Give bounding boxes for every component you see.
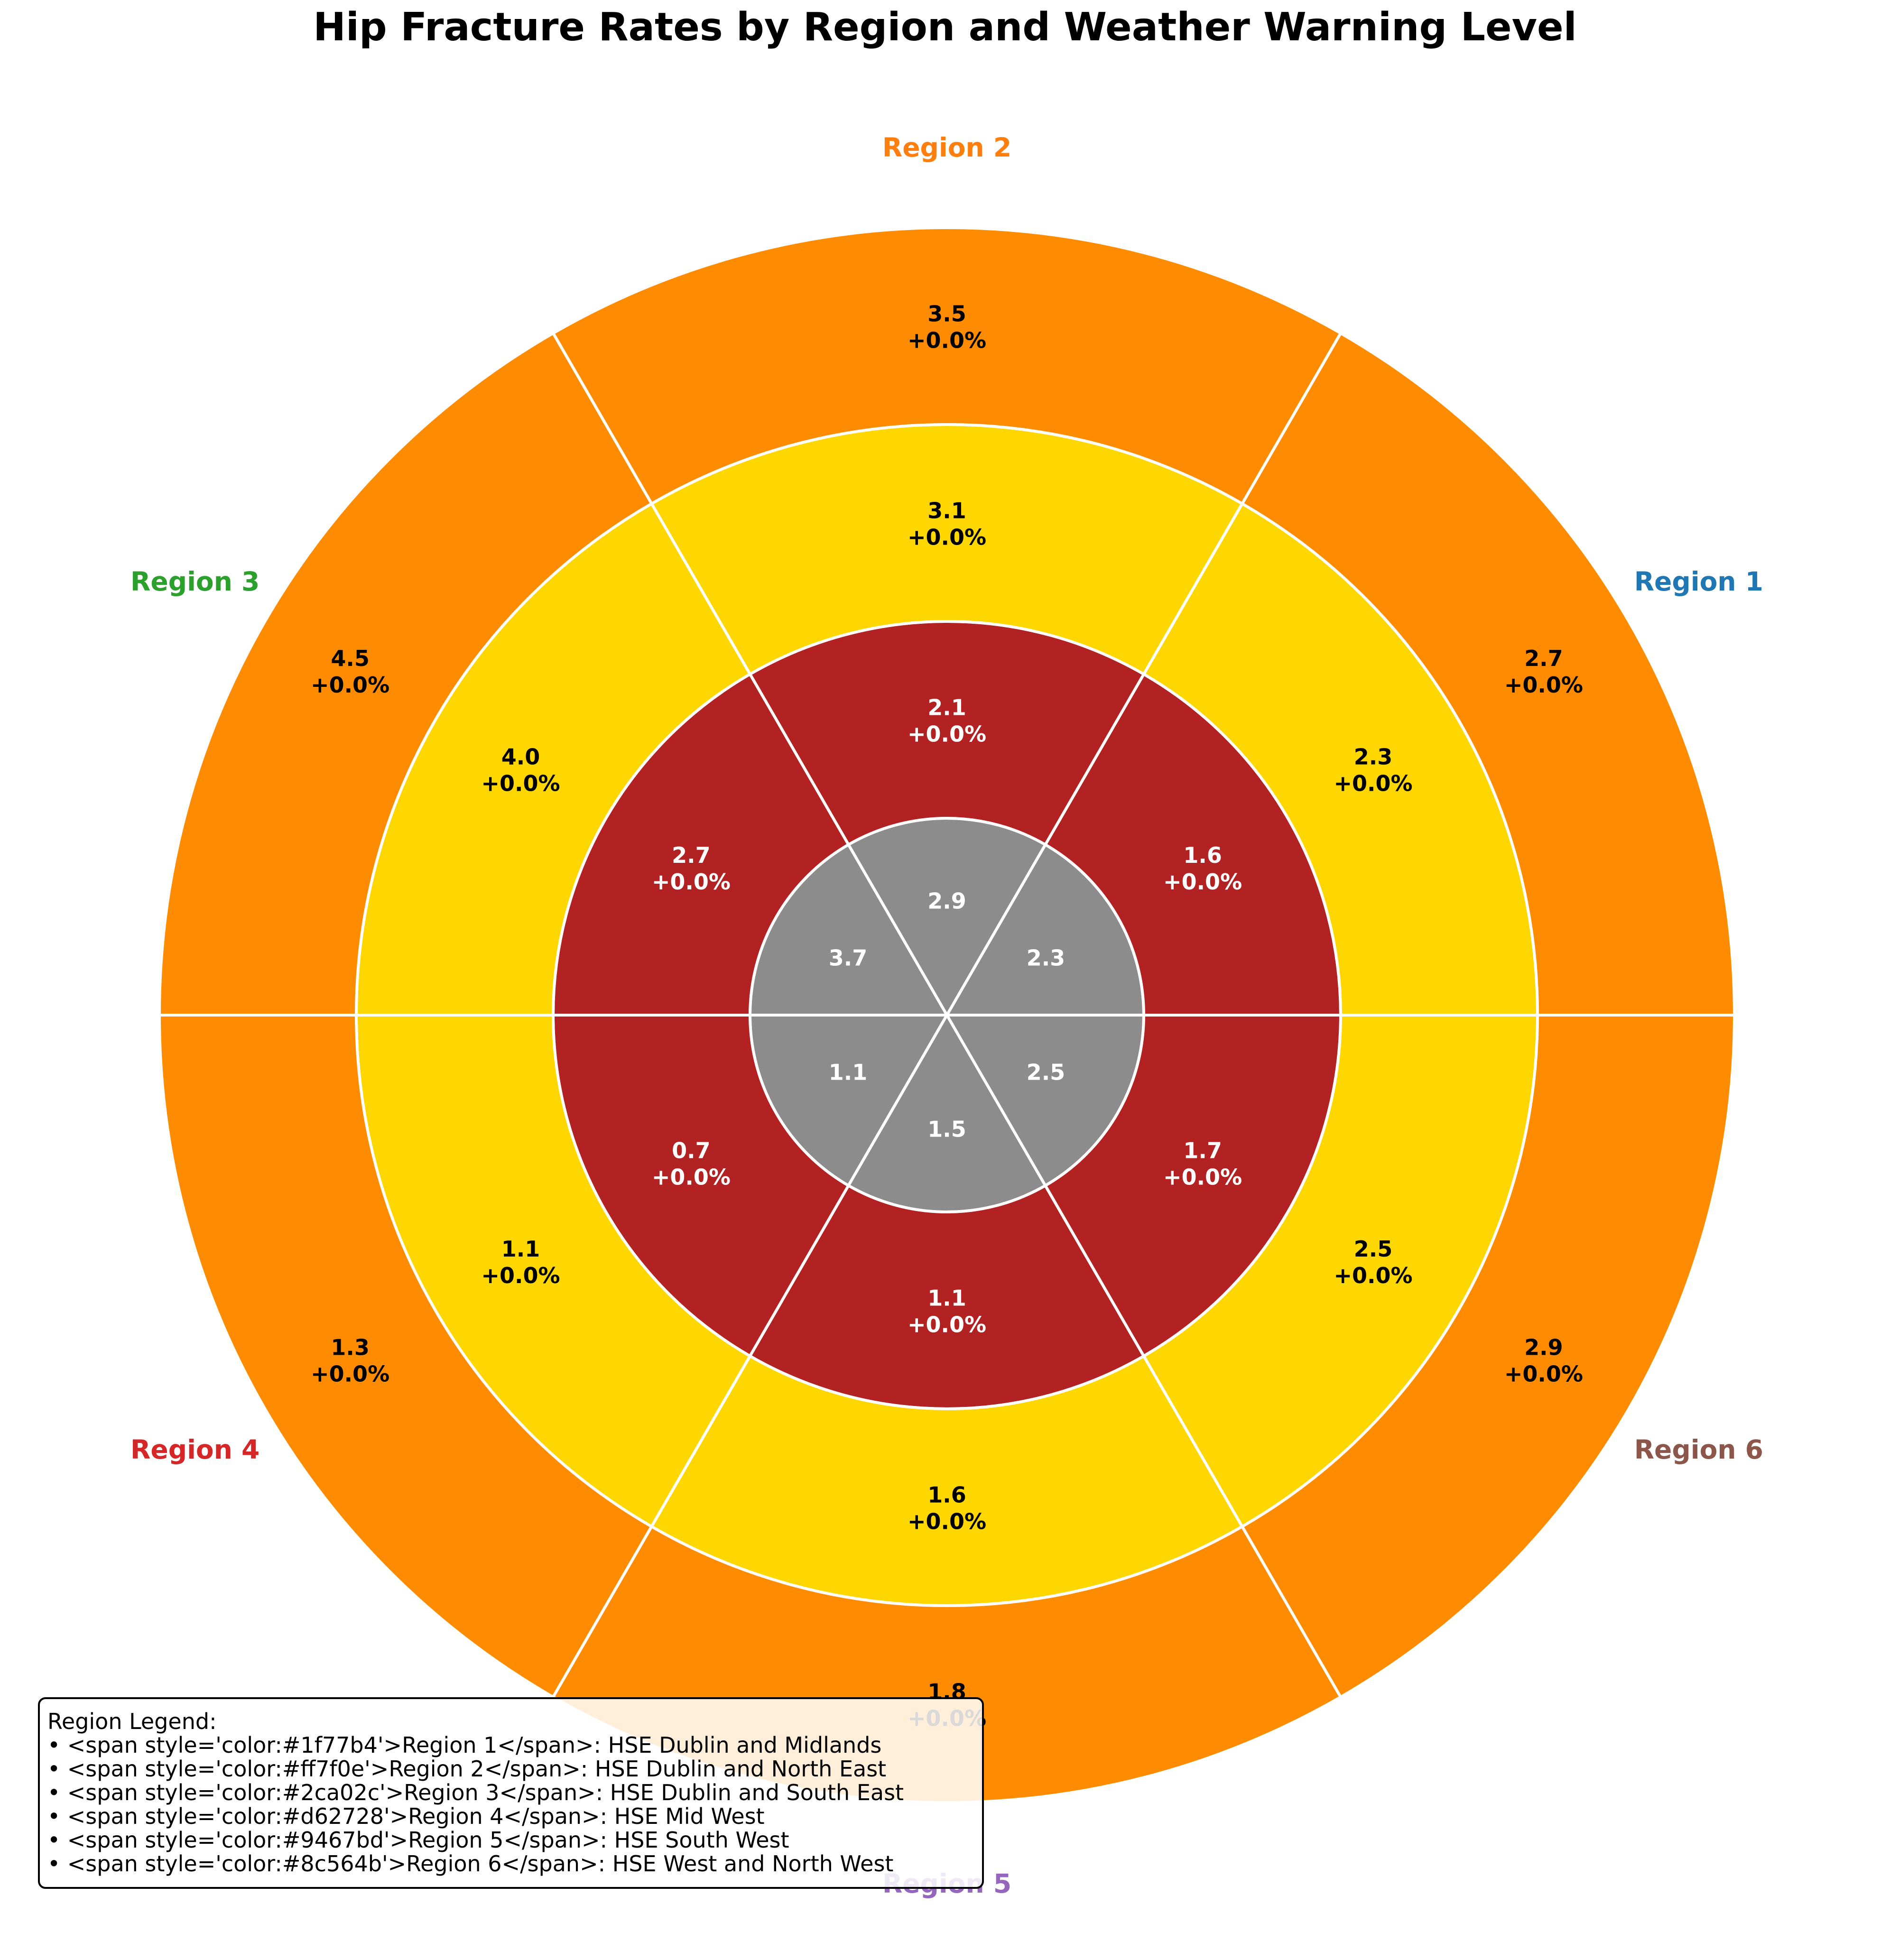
ring-4-wedge-region-3 [158,331,654,1017]
ring-3-value-region-6: 2.5 [1354,1236,1393,1262]
ring-1-value-region-1: 2.3 [1027,945,1065,971]
ring-2-value-region-1: 1.6 [1183,842,1222,868]
ring-4-value-region-2: 3.5 [927,301,966,327]
ring-3-change-region-3: +0.0% [481,770,560,796]
ring-2-change-region-1: +0.0% [1163,869,1242,895]
legend-entry-3: • <span style='color:#2ca02c'>Region 3</… [47,1780,904,1805]
legend-entry-4: • <span style='color:#d62728'>Region 4</… [47,1803,765,1829]
legend-title: Region Legend: [47,1709,217,1734]
ring-3-value-region-5: 1.6 [927,1482,966,1508]
chart-title: Hip Fracture Rates by Region and Weather… [313,5,1577,50]
ring-1-value-region-2: 2.9 [927,888,966,914]
ring-1-value-region-5: 1.5 [927,1117,966,1142]
ring-3-change-region-5: +0.0% [908,1509,986,1535]
legend-entry-1: • <span style='color:#1f77b4'>Region 1</… [47,1732,881,1758]
ring-2-change-region-4: +0.0% [652,1164,731,1190]
legend-entry-5: • <span style='color:#9467bd'>Region 5</… [47,1827,789,1853]
ring-4-change-region-3: +0.0% [311,672,389,698]
ring-3-value-region-1: 2.3 [1354,744,1393,769]
ring-4-value-region-1: 2.7 [1524,646,1563,671]
ring-4-wedge-region-1 [1240,331,1736,1017]
ring-2-change-region-6: +0.0% [1163,1164,1242,1190]
ring-4-value-region-6: 2.9 [1524,1334,1563,1360]
region-label-3: Region 3 [130,566,259,597]
region-legend: Region Legend:• <span style='color:#1f77… [38,1697,984,1889]
ring-2-change-region-3: +0.0% [652,869,731,895]
ring-4-change-region-4: +0.0% [311,1361,389,1387]
ring-4-wedge-region-4 [158,1014,654,1699]
legend-entry-2: • <span style='color:#ff7f0e'>Region 2</… [47,1756,886,1782]
ring-2-change-region-2: +0.0% [908,721,986,747]
ring-3-change-region-2: +0.0% [908,525,986,550]
ring-4-value-region-4: 1.3 [331,1334,370,1360]
ring-4-wedge-region-6 [1240,1014,1736,1699]
ring-1-value-region-3: 3.7 [829,945,868,971]
ring-4-change-region-2: +0.0% [908,328,986,353]
ring-3-change-region-1: +0.0% [1334,770,1412,796]
ring-1-value-region-6: 2.5 [1027,1059,1065,1085]
ring-3-value-region-3: 4.0 [501,744,540,769]
ring-4-value-region-3: 4.5 [331,646,370,671]
ring-2-value-region-3: 2.7 [672,842,711,868]
legend-entry-6: • <span style='color:#8c564b'>Region 6</… [47,1851,893,1877]
ring-4-change-region-1: +0.0% [1504,672,1583,698]
ring-2-value-region-5: 1.1 [927,1285,966,1311]
ring-3-change-region-6: +0.0% [1334,1263,1412,1288]
ring-2-change-region-5: +0.0% [908,1312,986,1338]
region-label-2: Region 2 [882,132,1011,163]
ring-1-value-region-4: 1.1 [829,1059,868,1085]
ring-3-change-region-4: +0.0% [481,1263,560,1288]
region-label-1: Region 1 [1634,566,1763,597]
region-label-6: Region 6 [1634,1434,1763,1465]
region-label-4: Region 4 [130,1434,259,1465]
ring-3-value-region-2: 3.1 [927,498,966,524]
ring-4-change-region-6: +0.0% [1504,1361,1583,1387]
ring-3-value-region-4: 1.1 [501,1236,540,1262]
ring-2-value-region-2: 2.1 [927,695,966,721]
legend-box [38,1697,984,1889]
ring-4-wedge-region-2 [551,226,1343,506]
ring-2-value-region-4: 0.7 [672,1137,711,1163]
ring-2-value-region-6: 1.7 [1183,1137,1222,1163]
